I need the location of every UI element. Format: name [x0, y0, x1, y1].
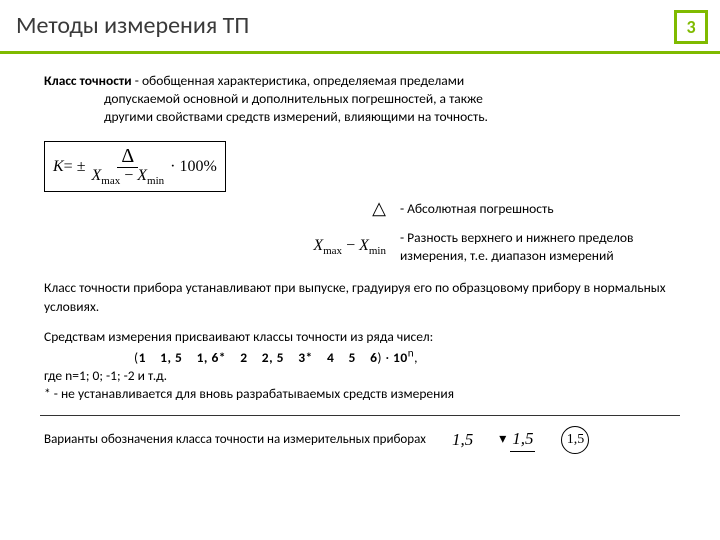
definition-term: Класс точности: [44, 72, 132, 89]
series-note: * - не устанавливается для вновь разраба…: [44, 385, 454, 402]
formula-row: K = ± Δ Xmax − Xmin · 100%: [40, 141, 680, 193]
formula-K: K: [53, 156, 64, 178]
abs-error-row: △ - Абсолютная погрешность: [290, 196, 680, 221]
series-where: где n=1; 0; -1; -2 и т.д.: [44, 367, 167, 384]
definition-sep: -: [132, 72, 142, 89]
page-number-badge: 3: [674, 10, 708, 44]
definition-line2: допускаемой основной и дополнительных по…: [44, 90, 680, 108]
slide-title: Методы измерения ТП: [16, 11, 249, 40]
class-symbol-circle: 1,5: [561, 426, 589, 454]
range-symbol: Xmax − Xmin: [290, 235, 400, 259]
class-symbol-plain: 1,5: [452, 429, 473, 452]
range-row: Xmax − Xmin - Разность верхнего и нижнег…: [290, 229, 680, 265]
formula-fraction: Δ Xmax − Xmin: [91, 146, 164, 188]
class-symbol-underline: ▾ 1,5: [499, 428, 535, 452]
slide-content: Класс точности - обобщенная характеристи…: [0, 54, 720, 464]
formula-delta: Δ: [117, 146, 138, 168]
footer-row: Варианты обозначения класса точности на …: [40, 426, 680, 454]
formula-eq: = ±: [64, 156, 86, 178]
symbol-definitions: △ - Абсолютная погрешность Xmax − Xmin -…: [40, 196, 680, 265]
series-values: (1 1, 5 1, 6* 2 2, 5 3* 4 5 6) · 10n,: [44, 349, 418, 366]
delta-symbol: △: [290, 196, 400, 221]
formula-denom: Xmax − Xmin: [91, 168, 164, 188]
footer-text: Варианты обозначения класса точности на …: [44, 431, 426, 449]
definition-line1: обобщенная характеристика, определяемая …: [142, 72, 464, 89]
chevron-icon: ▾: [499, 431, 506, 450]
formula-box: K = ± Δ Xmax − Xmin · 100%: [44, 141, 226, 193]
slide-header: Методы измерения ТП 3: [0, 0, 720, 54]
divider: [40, 415, 680, 416]
para-calibration: Класс точности прибора устанавливают при…: [40, 279, 680, 315]
para-series: Средствам измерения присваивают классы т…: [40, 328, 680, 403]
series-lead: Средствам измерения присваивают классы т…: [44, 328, 433, 345]
definition-block: Класс точности - обобщенная характеристи…: [40, 72, 680, 127]
definition-line3: другими свойствами средств измерений, вл…: [44, 108, 680, 126]
range-desc: - Разность верхнего и нижнего пределов и…: [400, 229, 680, 265]
formula-tail: · 100%: [170, 156, 217, 178]
abs-error-desc: - Абсолютная погрешность: [400, 200, 680, 218]
